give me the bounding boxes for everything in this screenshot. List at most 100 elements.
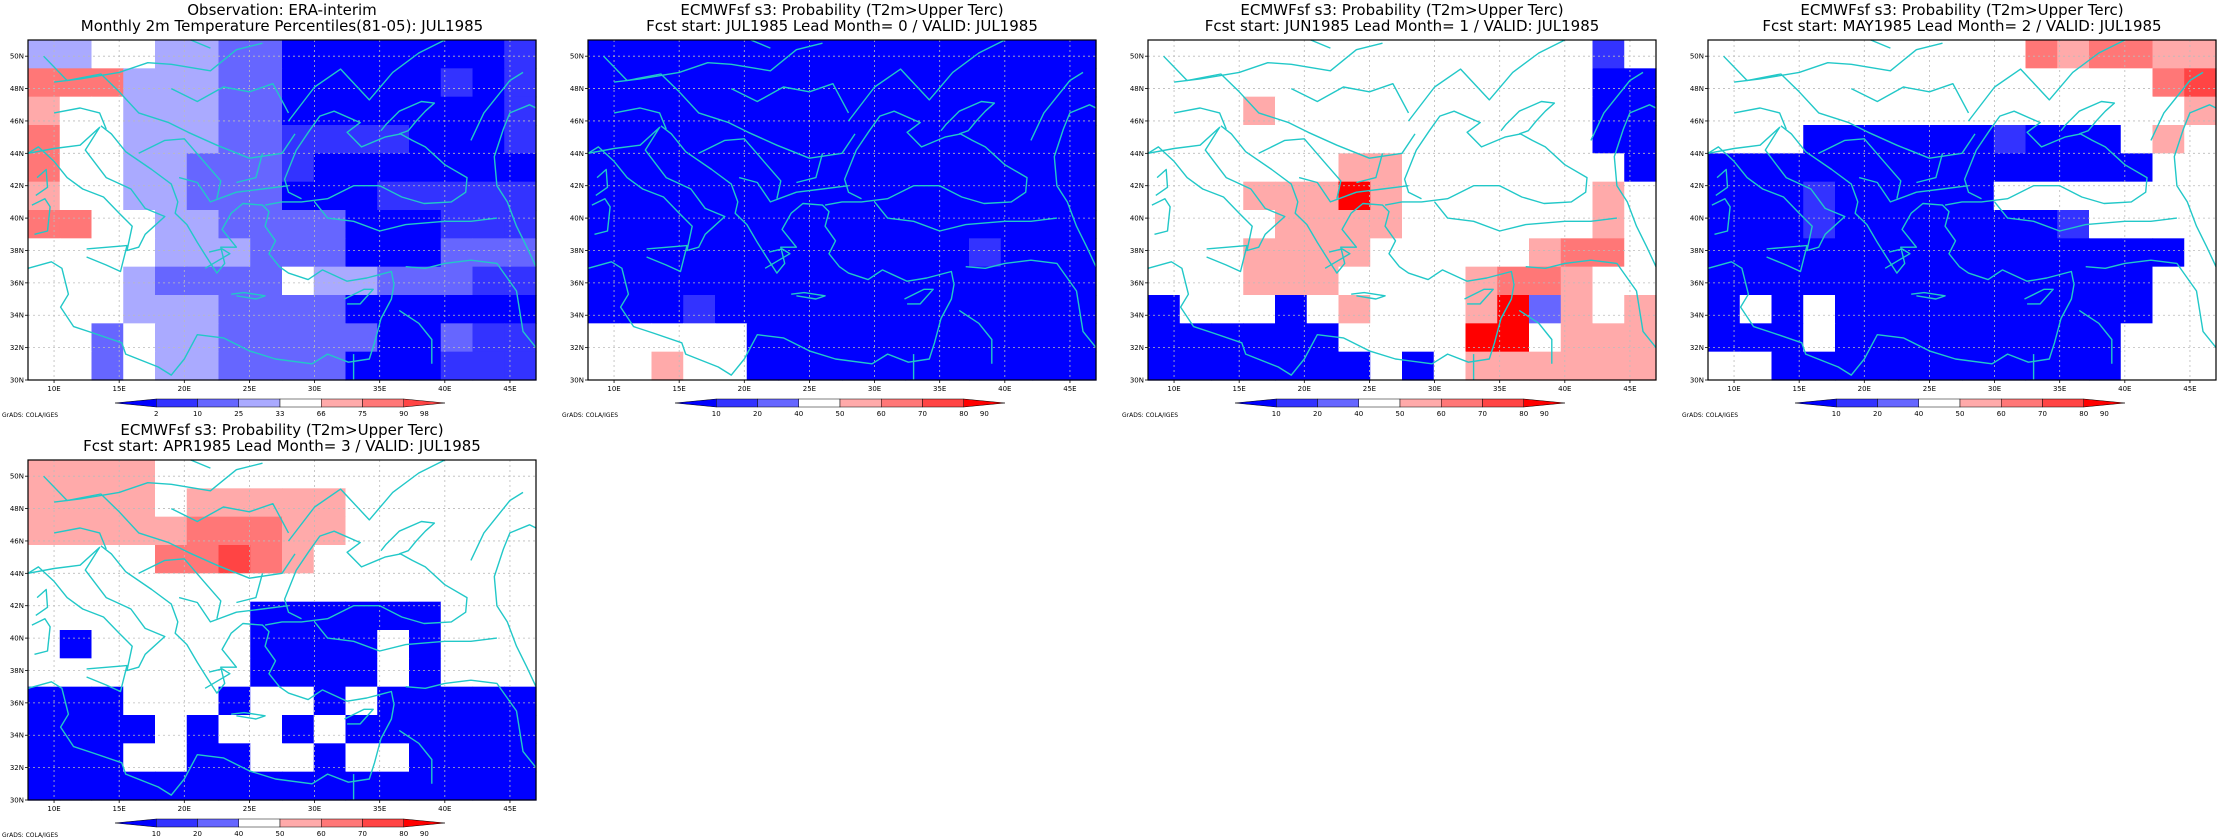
coastline bbox=[1324, 248, 1351, 269]
colorbar-label: 10 bbox=[152, 830, 161, 838]
grid-cell bbox=[1560, 295, 1594, 324]
grid-cell bbox=[778, 266, 811, 296]
grid-cell bbox=[1000, 40, 1034, 69]
grid-cell bbox=[59, 210, 93, 239]
grid-cell bbox=[2089, 351, 2122, 381]
coastline bbox=[824, 110, 1028, 206]
grid-cell bbox=[2184, 40, 2217, 69]
colorbar-swatch bbox=[238, 398, 281, 408]
grid-cell bbox=[345, 573, 378, 603]
colorbar-label: 10 bbox=[1272, 410, 1281, 418]
grid-cell bbox=[1560, 96, 1594, 126]
grid-cell bbox=[651, 238, 684, 268]
colorbar-label: 25 bbox=[234, 410, 243, 418]
coastline bbox=[1351, 291, 1386, 300]
grid-cell bbox=[2057, 40, 2090, 69]
grid-cell bbox=[218, 573, 251, 603]
grid-cell bbox=[1032, 40, 1065, 69]
grid-cell bbox=[715, 238, 748, 268]
grid-cell bbox=[282, 460, 315, 489]
grid-cell bbox=[810, 238, 843, 268]
lon-tick-label: 10E bbox=[1727, 385, 1740, 393]
grid-cell bbox=[2120, 125, 2154, 154]
map-lead3: ECMWFsf s3: Probability (T2m>Upper Terc)… bbox=[2, 421, 537, 839]
lon-tick-label: 45E bbox=[1623, 385, 1636, 393]
grid-cell bbox=[250, 295, 283, 324]
colorbar-swatch bbox=[839, 398, 882, 408]
grid-cell bbox=[1866, 153, 1900, 183]
grid-cell bbox=[1592, 266, 1625, 296]
grid-cell bbox=[28, 266, 61, 296]
grid-cell bbox=[1803, 295, 1836, 324]
lat-tick-label: 36N bbox=[1690, 279, 1704, 287]
grid-cell bbox=[778, 238, 811, 268]
grid-cell bbox=[1898, 238, 1931, 268]
grid-cell bbox=[842, 238, 875, 268]
grid-cell bbox=[746, 295, 780, 324]
grid-cell bbox=[588, 295, 621, 324]
coastline bbox=[264, 110, 468, 206]
grid-cell bbox=[282, 40, 315, 69]
grid-cell bbox=[155, 266, 188, 296]
panel-lead1: ECMWFsf s3: Probability (T2m>Upper Terc)… bbox=[1120, 0, 1676, 420]
lat-tick-label: 40N bbox=[1130, 215, 1144, 223]
coastline bbox=[587, 126, 726, 252]
grid-cell bbox=[1402, 295, 1435, 324]
grid-cell bbox=[1708, 210, 1741, 239]
grid-cell bbox=[1402, 351, 1435, 381]
grid-cell bbox=[1243, 153, 1276, 183]
grid-cell bbox=[440, 68, 474, 98]
grid-cell bbox=[1338, 295, 1371, 324]
grid-cell bbox=[250, 516, 283, 546]
grid-cell bbox=[1032, 153, 1065, 183]
grid-cell bbox=[2057, 153, 2090, 183]
coastline bbox=[1870, 39, 1891, 49]
lat-tick-label: 30N bbox=[570, 377, 584, 385]
grid-cell bbox=[155, 295, 188, 324]
grid-cell bbox=[218, 460, 251, 489]
grid-cell bbox=[1370, 125, 1403, 154]
lat-tick-label: 46N bbox=[1690, 117, 1704, 125]
colorbar: 10 20 40 50 60 70 80 90 bbox=[114, 818, 446, 838]
coastline bbox=[1298, 176, 1409, 203]
lon-tick-label: 35E bbox=[373, 805, 386, 813]
grid-cell bbox=[123, 771, 156, 801]
grid-cell bbox=[2120, 351, 2154, 381]
coastline bbox=[314, 201, 497, 232]
lat-tick-label: 38N bbox=[10, 247, 24, 255]
grid-cell bbox=[91, 238, 124, 268]
grid-cell bbox=[1465, 96, 1498, 126]
grid-cell bbox=[218, 153, 251, 183]
grid-cell bbox=[472, 630, 505, 659]
lat-tick-label: 48N bbox=[1130, 85, 1144, 93]
grid-cell bbox=[28, 210, 61, 239]
grid-cell bbox=[1243, 125, 1276, 154]
grid-cell bbox=[377, 488, 410, 518]
grid-cell bbox=[1835, 323, 1868, 353]
coastline bbox=[178, 596, 289, 623]
grid-cell bbox=[683, 266, 716, 296]
colorbar-swatch bbox=[1441, 398, 1483, 408]
grid-cell bbox=[683, 181, 716, 211]
coastline bbox=[904, 288, 934, 305]
grid-cell bbox=[123, 630, 156, 659]
lat-tick-label: 32N bbox=[1690, 344, 1704, 352]
coastline bbox=[1734, 42, 1943, 83]
grid-cell bbox=[1032, 210, 1065, 239]
grid-cell bbox=[313, 153, 347, 183]
panel-lead3: ECMWFsf s3: Probability (T2m>Upper Terc)… bbox=[0, 420, 556, 840]
grid-cell bbox=[588, 40, 621, 69]
grid-cell bbox=[250, 601, 283, 631]
colorbar: 2 10 25 33 66 75 90 98 bbox=[114, 398, 446, 418]
coastline bbox=[236, 573, 264, 604]
coastline bbox=[27, 126, 166, 252]
colorbar-label: 80 bbox=[399, 830, 408, 838]
grid-cell bbox=[345, 351, 378, 381]
grid-cell bbox=[1433, 210, 1467, 239]
grid-cell bbox=[1803, 40, 1836, 69]
lon-tick-label: 30E bbox=[868, 385, 881, 393]
grid-cell bbox=[313, 68, 347, 98]
map-frame bbox=[27, 39, 537, 381]
grid-cell bbox=[1179, 210, 1213, 239]
lat-tick-label: 42N bbox=[10, 602, 24, 610]
